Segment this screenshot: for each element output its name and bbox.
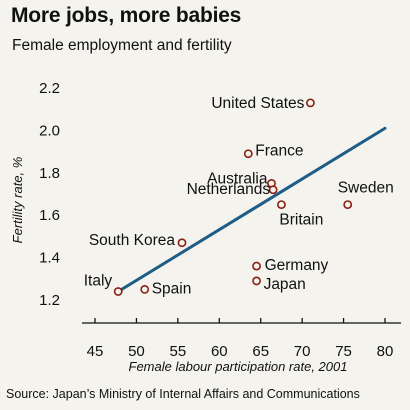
point-label-britain: Britain <box>279 212 323 229</box>
x-tick-label: 55 <box>170 343 187 360</box>
point-italy <box>113 287 123 296</box>
x-tick-label: 75 <box>335 343 352 360</box>
y-tick-label: 2.0 <box>39 122 60 139</box>
chart-title: More jobs, more babies <box>11 4 242 27</box>
point-britain <box>277 200 286 209</box>
x-tick-label: 80 <box>377 343 394 360</box>
x-tick-label: 60 <box>211 343 228 360</box>
point-label-italy: Italy <box>84 273 113 290</box>
y-tick-label: 1.2 <box>39 292 60 309</box>
point-japan <box>252 276 261 286</box>
y-tick-label: 2.2 <box>39 80 60 97</box>
x-tick-label: 70 <box>294 343 311 360</box>
point-label-france: France <box>255 143 303 160</box>
point-label-united-states: United States <box>211 95 304 112</box>
y-axis-title: Fertility rate, % <box>10 157 25 244</box>
y-tick-label: 1.4 <box>39 250 60 267</box>
point-netherlands <box>268 185 278 195</box>
point-spain <box>140 284 150 294</box>
chart-subtitle: Female employment and fertility <box>12 37 232 54</box>
point-label-japan: Japan <box>264 276 306 293</box>
x-tick-label: 45 <box>87 343 104 360</box>
point-label-australia: Australia <box>207 170 268 187</box>
x-tick-label: 65 <box>252 343 269 360</box>
point-label-south-korea: South Korea <box>89 232 176 249</box>
x-axis-title: Female labour participation rate, 2001 <box>129 359 348 374</box>
point-france <box>243 149 253 159</box>
source-note: Source: Japan’s Ministry of Internal Aff… <box>6 387 360 401</box>
point-south-korea <box>177 238 187 248</box>
y-tick-label: 1.8 <box>39 165 60 182</box>
point-united-states <box>306 98 315 108</box>
trend-line <box>116 126 387 294</box>
point-label-spain: Spain <box>152 280 192 297</box>
x-tick-label: 50 <box>128 343 145 360</box>
point-label-germany: Germany <box>265 257 329 274</box>
y-tick-label: 1.6 <box>39 207 60 224</box>
point-germany <box>252 261 261 271</box>
point-label-netherlands: Netherlands <box>187 181 271 198</box>
point-label-sweden: Sweden <box>338 180 394 197</box>
point-sweden <box>343 200 353 209</box>
